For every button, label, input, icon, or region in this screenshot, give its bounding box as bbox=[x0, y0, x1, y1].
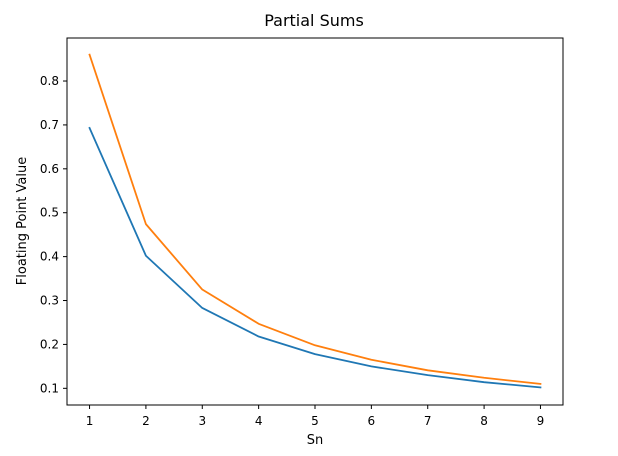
series-1-point-6 bbox=[370, 365, 372, 367]
y-tick-label: 0.8 bbox=[40, 74, 59, 88]
y-tick-label: 0.7 bbox=[40, 118, 59, 132]
series-2-point-6 bbox=[370, 359, 372, 361]
y-axis-label: Floating Point Value bbox=[15, 157, 30, 285]
x-tick-label: 4 bbox=[255, 414, 263, 428]
x-axis-ticks: 1 2 3 4 5 6 7 8 9 bbox=[86, 405, 545, 428]
series-line-2 bbox=[88, 53, 542, 385]
x-tick-label: 6 bbox=[368, 414, 376, 428]
series-layer bbox=[88, 53, 542, 389]
x-tick-label: 9 bbox=[537, 414, 545, 428]
series-1-point-3 bbox=[201, 307, 203, 309]
series-1-point-9 bbox=[539, 386, 541, 388]
series-1-point-4 bbox=[258, 336, 260, 338]
series-1-point-8 bbox=[483, 381, 485, 383]
y-tick-label: 0.1 bbox=[40, 381, 59, 395]
y-tick-label: 0.3 bbox=[40, 294, 59, 308]
series-2-point-5 bbox=[314, 344, 316, 346]
series-line-1 bbox=[88, 126, 542, 389]
series-2-point-4 bbox=[258, 323, 260, 325]
x-tick-label: 2 bbox=[142, 414, 150, 428]
series-2-point-2 bbox=[145, 223, 147, 225]
x-tick-label: 7 bbox=[424, 414, 432, 428]
x-tick-label: 8 bbox=[480, 414, 488, 428]
x-tick-label: 5 bbox=[311, 414, 319, 428]
series-2-point-1 bbox=[89, 54, 91, 56]
y-tick-label: 0.5 bbox=[40, 206, 59, 220]
x-axis-label: Sn bbox=[307, 433, 324, 448]
chart-title: Partial Sums bbox=[264, 11, 364, 30]
y-tick-label: 0.6 bbox=[40, 162, 59, 176]
x-tick-label: 3 bbox=[198, 414, 206, 428]
series-1-point-1 bbox=[89, 127, 91, 129]
series-1-point-7 bbox=[427, 374, 429, 376]
series-1-point-2 bbox=[145, 255, 147, 257]
series-2-point-9 bbox=[539, 383, 541, 385]
series-1-point-5 bbox=[314, 353, 316, 355]
series-2-point-7 bbox=[427, 369, 429, 371]
x-tick-label: 1 bbox=[86, 414, 94, 428]
plot-area-frame bbox=[66, 37, 564, 406]
y-axis-ticks: 0.1 0.2 0.3 0.4 0.5 0.6 0.7 0.8 bbox=[40, 74, 67, 395]
y-tick-label: 0.2 bbox=[40, 337, 59, 351]
series-2-point-3 bbox=[201, 289, 203, 291]
y-tick-label: 0.4 bbox=[40, 250, 59, 264]
series-2-point-8 bbox=[483, 377, 485, 379]
